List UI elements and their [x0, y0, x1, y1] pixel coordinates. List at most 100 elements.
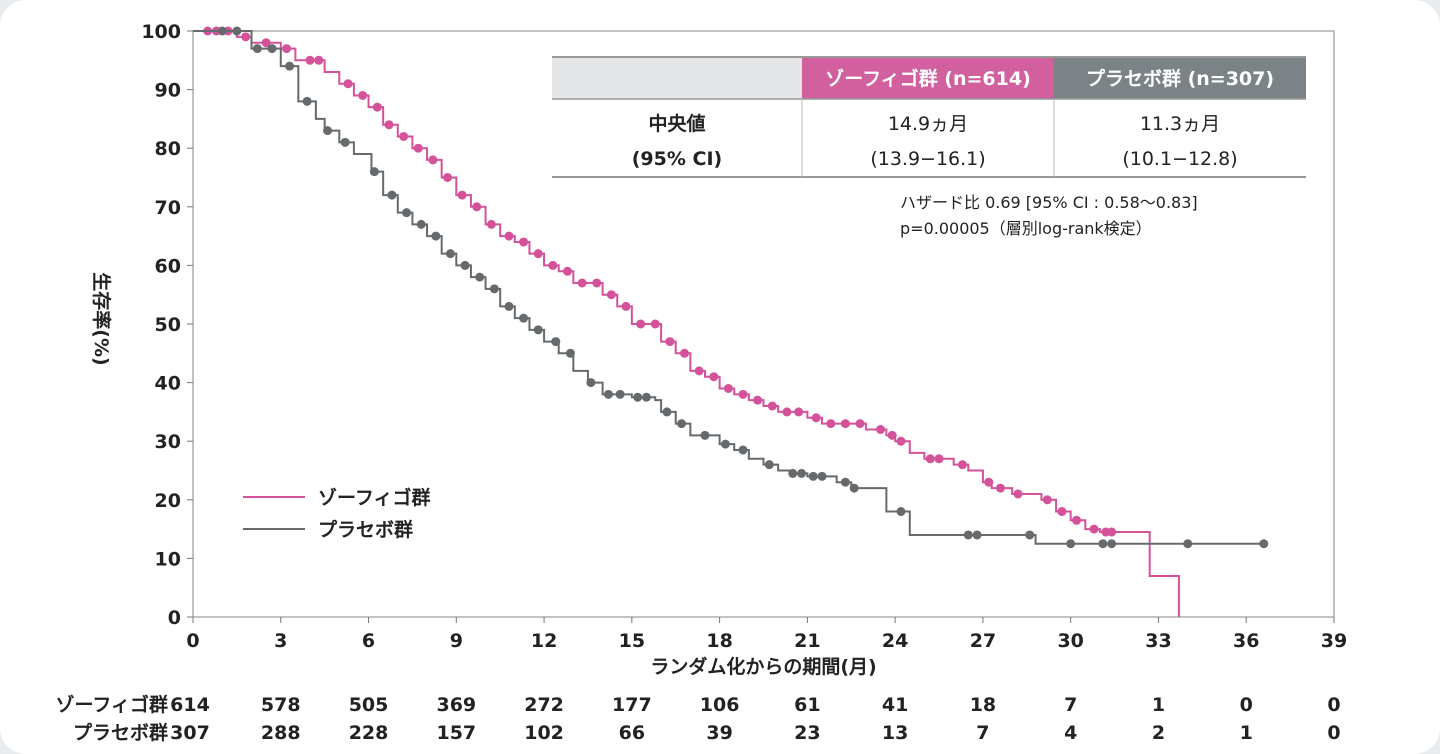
censor-mark	[592, 278, 602, 288]
x-axis-label: ランダム化からの期間(月)	[650, 655, 876, 678]
censor-mark	[241, 32, 251, 42]
x-tick-label: 0	[186, 630, 199, 652]
censor-mark	[504, 231, 514, 241]
xofigo-median: 14.9ヵ月	[888, 113, 968, 135]
censor-mark	[486, 219, 496, 229]
risk-count: 177	[612, 694, 652, 716]
risk-count: 288	[261, 722, 301, 744]
censor-mark	[662, 407, 672, 417]
censor-mark	[551, 337, 561, 347]
placebo-median: 11.3ヵ月	[1140, 113, 1220, 135]
risk-count: 13	[882, 722, 908, 744]
censor-mark	[399, 131, 409, 141]
censor-mark	[369, 167, 379, 177]
risk-count: 18	[970, 694, 996, 716]
y-tick-label: 30	[155, 431, 181, 453]
censor-mark	[416, 219, 426, 229]
risk-count: 23	[794, 722, 820, 744]
censor-mark	[636, 319, 646, 329]
censor-mark	[603, 389, 613, 399]
x-tick-label: 3	[274, 630, 287, 652]
risk-count: 7	[1064, 694, 1077, 716]
censor-mark	[413, 143, 423, 153]
censor-mark	[372, 102, 382, 112]
censor-mark	[302, 96, 312, 106]
censor-mark	[340, 137, 350, 147]
y-tick-label: 50	[155, 314, 181, 336]
censor-mark	[896, 436, 906, 446]
censor-mark	[384, 120, 394, 130]
censor-mark	[358, 90, 368, 100]
censor-mark	[282, 44, 292, 54]
risk-count: 614	[170, 694, 210, 716]
censor-mark	[764, 460, 774, 470]
censor-mark	[782, 407, 792, 417]
y-tick-label: 70	[155, 197, 181, 219]
censor-mark	[533, 249, 543, 259]
risk-count: 106	[700, 694, 740, 716]
censor-mark	[1107, 539, 1117, 549]
censor-mark	[797, 468, 807, 478]
censor-mark	[840, 477, 850, 487]
risk-count: 1	[1240, 722, 1253, 744]
censor-mark	[621, 301, 631, 311]
censor-mark	[489, 284, 499, 294]
censor-mark	[633, 392, 643, 402]
x-tick-label: 12	[531, 630, 557, 652]
risk-count: 369	[436, 694, 476, 716]
y-tick-label: 100	[141, 21, 181, 43]
risk-count: 4	[1064, 722, 1077, 744]
y-tick-label: 0	[168, 607, 181, 629]
censor-mark	[738, 389, 748, 399]
censor-mark	[650, 319, 660, 329]
risk-count: 0	[1327, 694, 1340, 716]
censor-mark	[720, 439, 730, 449]
censor-mark	[995, 483, 1005, 493]
censor-mark	[562, 266, 572, 276]
risk-count: 578	[261, 694, 301, 716]
censor-mark	[431, 231, 441, 241]
censor-mark	[606, 290, 616, 300]
y-tick-label: 20	[155, 490, 181, 512]
censor-mark	[285, 61, 295, 71]
risk-row-label: プラセボ群	[73, 721, 168, 744]
legend-label: プラセボ群	[318, 518, 413, 541]
y-tick-label: 80	[155, 138, 181, 160]
annotation: p=0.00005（層別log-rank検定）	[900, 219, 1152, 238]
risk-count: 272	[524, 694, 564, 716]
censor-mark	[665, 337, 675, 347]
censor-mark	[314, 55, 324, 65]
y-tick-label: 60	[155, 255, 181, 277]
risk-count: 228	[349, 722, 389, 744]
censor-mark	[641, 392, 651, 402]
censor-mark	[1042, 495, 1052, 505]
censor-mark	[232, 26, 242, 36]
censor-mark	[402, 208, 412, 218]
censor-mark	[519, 313, 529, 323]
censor-mark	[457, 190, 467, 200]
x-tick-label: 33	[1145, 630, 1171, 652]
risk-count: 157	[436, 722, 476, 744]
censor-mark	[1025, 530, 1035, 540]
x-tick-label: 21	[794, 630, 820, 652]
censor-mark	[1072, 515, 1082, 525]
risk-count: 505	[349, 694, 389, 716]
risk-count: 1	[1152, 694, 1165, 716]
censor-mark	[1098, 539, 1108, 549]
km-curve-placebo	[193, 30, 1261, 545]
x-tick-label: 6	[362, 630, 375, 652]
risk-count: 39	[706, 722, 732, 744]
censor-mark	[957, 460, 967, 470]
censor-mark	[252, 44, 262, 54]
censor-mark	[615, 389, 625, 399]
risk-count: 66	[619, 722, 645, 744]
risk-count: 2	[1152, 722, 1165, 744]
x-tick-label: 39	[1321, 630, 1347, 652]
legend-label: ゾーフィゴ群	[318, 486, 430, 509]
censor-mark	[984, 477, 994, 487]
censor-mark	[840, 419, 850, 429]
risk-count: 41	[882, 694, 908, 716]
censor-mark	[963, 530, 973, 540]
table-row-label: 中央値	[648, 112, 705, 135]
